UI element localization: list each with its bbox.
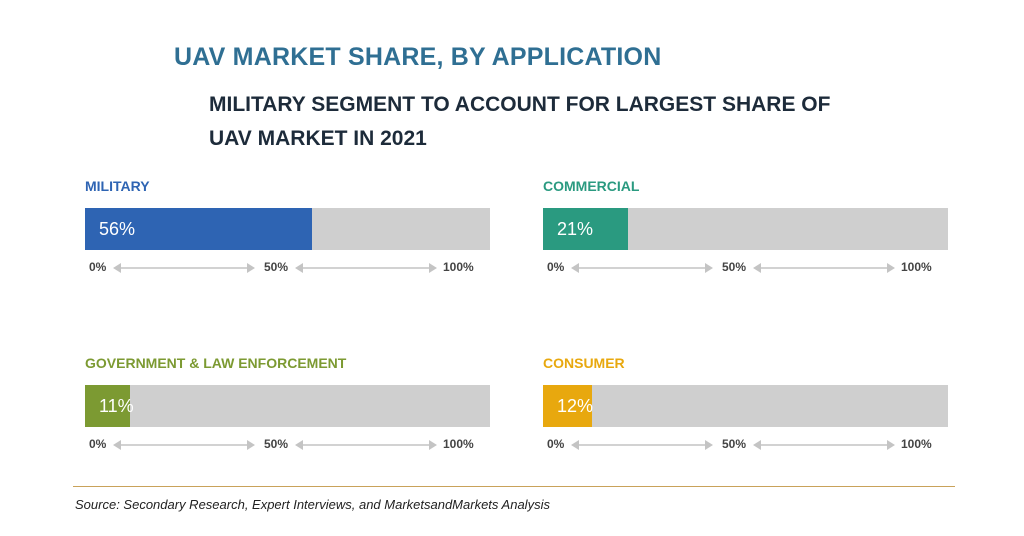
axis-tick-label: 100% [901, 437, 932, 451]
arrow-right-icon [887, 440, 895, 450]
arrow-right-icon [247, 440, 255, 450]
panel-label-military: MILITARY [85, 178, 150, 194]
axis-tick-label: 0% [89, 437, 107, 451]
panel-commercial: COMMERCIAL 21% 0% 50% 100% [543, 178, 948, 274]
axis-tick-label: 0% [547, 260, 565, 274]
arrow-left-icon [753, 263, 761, 273]
axis-tick-label: 100% [443, 437, 474, 451]
bar-fill-consumer [543, 385, 592, 427]
bar-value-military: 56% [99, 219, 136, 239]
axis-military: 0% 50% 100% [85, 260, 490, 276]
source-note: Source: Secondary Research, Expert Inter… [75, 497, 550, 512]
axis-tick-label: 0% [89, 260, 107, 274]
axis-tick-label: 0% [547, 437, 565, 451]
arrow-right-icon [247, 263, 255, 273]
axis-tick-label: 50% [722, 260, 747, 274]
bar-track-consumer: 12% [543, 385, 948, 427]
axis-arrows [571, 263, 895, 273]
bar-track-government: 11% [85, 385, 490, 427]
arrow-right-icon [887, 263, 895, 273]
axis-tick-label: 50% [264, 260, 289, 274]
bar-value-consumer: 12% [557, 396, 594, 416]
arrow-left-icon [113, 440, 121, 450]
panel-military: MILITARY 56% 0% 50% 100% [85, 178, 490, 274]
bar-value-government: 11% [99, 396, 134, 416]
arrow-left-icon [295, 263, 303, 273]
axis-tick-label: 50% [264, 437, 289, 451]
axis-commercial: 0% 50% 100% [543, 260, 948, 276]
source-rule [73, 486, 955, 487]
panel-government: GOVERNMENT & LAW ENFORCEMENT 11% 0% 50% 10… [85, 355, 490, 451]
panel-label-consumer: CONSUMER [543, 355, 625, 371]
bar-track-military: 56% [85, 208, 490, 250]
panel-label-government: GOVERNMENT & LAW ENFORCEMENT [85, 355, 347, 371]
arrow-right-icon [705, 263, 713, 273]
bar-track-commercial: 21% [543, 208, 948, 250]
axis-government: 0% 50% 100% [85, 437, 490, 453]
panel-consumer: CONSUMER 12% 0% 50% 100% [543, 355, 948, 451]
arrow-right-icon [429, 263, 437, 273]
chart-title: UAV MARKET SHARE, BY APPLICATION [174, 43, 662, 71]
arrow-right-icon [705, 440, 713, 450]
panel-label-commercial: COMMERCIAL [543, 178, 640, 194]
arrow-left-icon [753, 440, 761, 450]
arrow-left-icon [113, 263, 121, 273]
axis-arrows [571, 440, 895, 450]
chart-subtitle: MILITARY SEGMENT TO ACCOUNT FOR LARGEST … [209, 93, 831, 150]
bar-fill-commercial [543, 208, 629, 250]
arrow-left-icon [571, 440, 579, 450]
axis-consumer: 0% 50% 100% [543, 437, 948, 453]
arrow-left-icon [571, 263, 579, 273]
bar-fill-military [85, 208, 312, 250]
bar-value-commercial: 21% [557, 219, 594, 239]
axis-arrows [113, 263, 437, 273]
bar-fill-government [85, 385, 130, 427]
axis-tick-label: 100% [443, 260, 474, 274]
axis-arrows [113, 440, 437, 450]
axis-tick-label: 50% [722, 437, 747, 451]
arrow-left-icon [295, 440, 303, 450]
arrow-right-icon [429, 440, 437, 450]
axis-tick-label: 100% [901, 260, 932, 274]
